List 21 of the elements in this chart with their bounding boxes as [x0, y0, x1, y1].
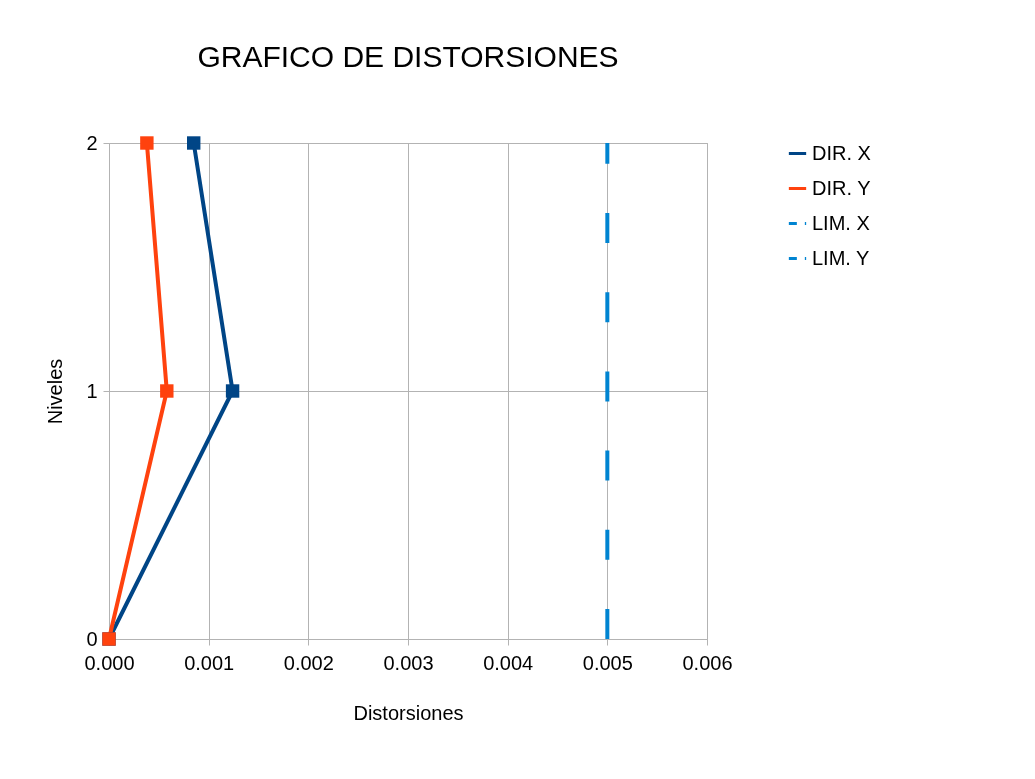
x-tick-label: 0.000	[84, 651, 135, 674]
x-tick-label: 0.003	[383, 651, 434, 674]
y-tick-label: 1	[86, 379, 98, 402]
point	[140, 136, 154, 150]
x-tick-label: 0.005	[582, 651, 633, 674]
chart-title: GRAFICO DE DISTORSIONES	[197, 40, 619, 73]
x-tick-label: 0.004	[483, 651, 534, 674]
legend-label: DIR. X	[812, 141, 871, 164]
point	[160, 384, 174, 398]
y-axis-title: Niveles	[44, 358, 67, 425]
x-tick-label: 0.006	[682, 651, 733, 674]
x-tick-label: 0.002	[283, 651, 334, 674]
point	[187, 136, 201, 150]
legend-label: DIR. Y	[812, 176, 871, 199]
legend-label: LIM. X	[812, 211, 870, 234]
y-tick-label: 2	[86, 131, 98, 154]
y-tick-label: 0	[86, 627, 98, 650]
legend-label: LIM. Y	[812, 246, 870, 269]
point	[225, 384, 240, 398]
x-tick-label: 0.001	[184, 651, 235, 674]
x-axis-title: Distorsiones	[353, 701, 464, 724]
